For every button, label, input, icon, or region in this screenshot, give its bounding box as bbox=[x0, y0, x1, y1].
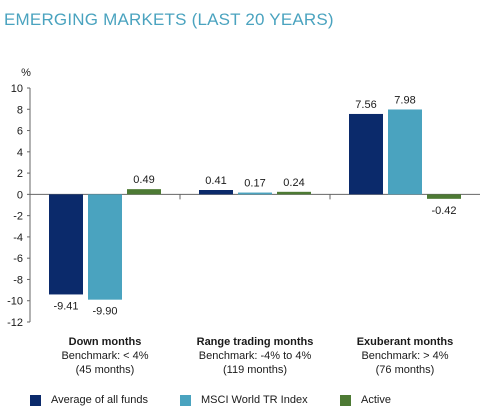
data-label: 0.17 bbox=[244, 178, 265, 190]
data-label: -0.42 bbox=[431, 205, 456, 217]
bar bbox=[277, 191, 311, 195]
bar bbox=[427, 194, 461, 199]
bar bbox=[349, 113, 383, 195]
legend-swatch bbox=[340, 394, 351, 406]
y-tick-label: -12 bbox=[7, 317, 23, 329]
data-label: 7.56 bbox=[355, 99, 376, 111]
y-tick-label: -10 bbox=[7, 296, 23, 308]
bar bbox=[127, 189, 161, 195]
bar bbox=[388, 109, 422, 195]
category-benchmark: Benchmark: < 4% bbox=[61, 350, 148, 362]
bar bbox=[238, 192, 272, 195]
y-tick-label: 10 bbox=[11, 83, 23, 95]
legend-label: MSCI World TR Index bbox=[201, 394, 308, 406]
y-tick-label: -6 bbox=[13, 253, 23, 265]
category-benchmark: Benchmark: -4% to 4% bbox=[199, 350, 312, 362]
legend-label: Active bbox=[361, 394, 391, 406]
bar bbox=[199, 190, 233, 195]
legend-item: Average of all funds bbox=[30, 394, 148, 406]
legend-item: Active bbox=[340, 394, 391, 406]
legend-item: MSCI World TR Index bbox=[180, 394, 308, 406]
data-label: -9.90 bbox=[92, 306, 117, 318]
category-months: (45 months) bbox=[76, 364, 135, 376]
y-tick-label: -4 bbox=[13, 232, 23, 244]
data-label: 7.98 bbox=[394, 94, 415, 106]
y-tick-label: 2 bbox=[17, 168, 23, 180]
data-label: 0.24 bbox=[283, 177, 304, 189]
data-label: -9.41 bbox=[53, 300, 78, 312]
y-tick-label: -2 bbox=[13, 211, 23, 223]
legend-swatch bbox=[180, 394, 191, 406]
data-label: 0.41 bbox=[205, 175, 226, 187]
y-tick-label: 6 bbox=[17, 126, 23, 138]
y-axis-unit: % bbox=[21, 67, 31, 79]
y-tick-label: 0 bbox=[17, 189, 23, 201]
category-months: (76 months) bbox=[376, 364, 435, 376]
category-label: Range trading months bbox=[197, 336, 314, 348]
legend-label: Average of all funds bbox=[51, 394, 149, 406]
category-label: Exuberant months bbox=[357, 336, 454, 348]
legend: Average of all funds MSCI World TR Index A… bbox=[0, 394, 500, 412]
category-label: Down months bbox=[69, 336, 142, 348]
category-months: (119 months) bbox=[223, 364, 287, 376]
y-tick-label: -8 bbox=[13, 274, 23, 286]
category-benchmark: Benchmark: > 4% bbox=[361, 350, 448, 362]
y-tick-label: 8 bbox=[17, 104, 23, 116]
bar bbox=[88, 194, 122, 300]
bar bbox=[49, 194, 83, 295]
chart-title: EMERGING MARKETS (LAST 20 YEARS) bbox=[4, 10, 334, 29]
y-tick-label: 4 bbox=[17, 147, 23, 159]
data-label: 0.49 bbox=[133, 174, 154, 186]
legend-swatch bbox=[30, 394, 41, 406]
